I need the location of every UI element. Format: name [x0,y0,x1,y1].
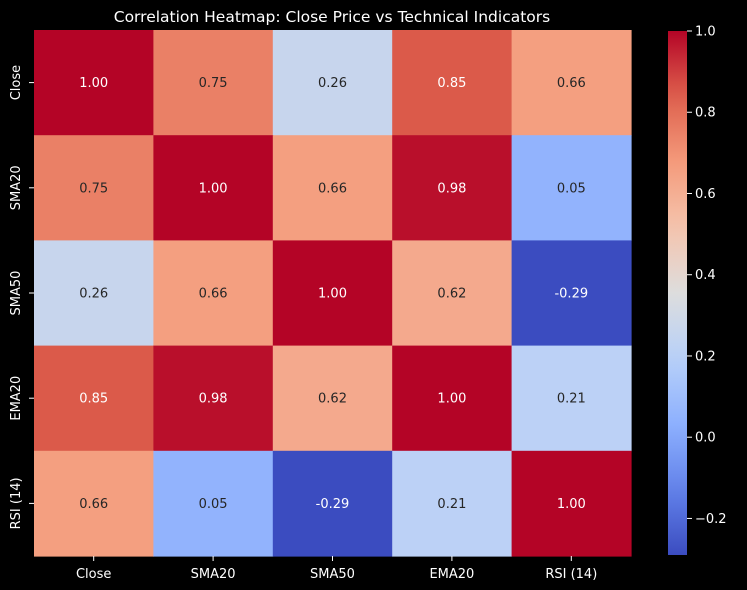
cell-value-label: 0.05 [199,497,228,512]
heatmap-cell [511,30,632,136]
cell-value-label: 0.26 [318,76,347,91]
cell-value-label: 0.21 [437,497,466,512]
cell-value-label: 0.98 [199,392,228,407]
cell-value-label: 0.66 [557,76,586,91]
cell-value-label: 0.62 [437,287,466,302]
heatmap-cell [511,240,632,347]
cell-value-label: 0.85 [437,76,466,91]
cell-value-label: -0.29 [554,287,588,302]
heatmap-cell [272,135,393,241]
heatmap-cell [34,450,154,557]
colorbar-tick-label: 0.6 [695,187,716,202]
cell-value-label: 0.21 [557,392,586,407]
heatmap-cell [392,345,513,452]
heatmap-cell [34,135,154,241]
cell-value-label: 0.66 [318,181,347,196]
x-tick-label: Close [76,567,111,582]
heatmap-cell [272,240,393,347]
heatmap-cell [392,135,513,241]
x-tick-label: SMA20 [191,567,236,582]
heatmap-cell [34,30,154,136]
heatmap-cell [511,345,632,452]
x-tick-label: SMA50 [310,567,355,582]
cell-value-label: 0.75 [79,181,108,196]
heatmap-cell [34,345,154,452]
colorbar-tick-label: 0.4 [695,268,716,283]
colorbar: 1.0 0.8 0.6 0.4 0.2 0.0 −0.2 [668,25,727,555]
heatmap-cell [153,135,274,241]
cell-value-label: 1.00 [79,76,108,91]
y-tick-label: SMA20 [9,165,24,210]
colorbar-gradient [668,31,687,555]
cell-value-label: 0.85 [79,392,108,407]
heatmap-cell [153,450,274,557]
heatmap-cell [511,135,632,241]
heatmap-cell [272,345,393,452]
cell-value-label: 1.00 [437,392,466,407]
heatmap-cell [272,30,393,136]
cell-value-label: 0.26 [79,287,108,302]
y-tick-label: EMA20 [9,376,24,421]
y-tick-label: SMA50 [9,271,24,316]
heatmap-cell [153,240,274,347]
colorbar-tick-label: −0.2 [695,512,727,527]
x-axis: Close SMA20 SMA50 EMA20 RSI (14) [76,556,597,582]
colorbar-tick-label: 0.8 [695,106,716,121]
y-axis: Close SMA20 SMA50 EMA20 RSI (14) [9,65,34,529]
heatmap-cells: 1.00 0.75 0.26 0.85 0.66 0.75 1.00 0.66 0.98 0.05… [34,30,632,557]
cell-value-label: 1.00 [318,287,347,302]
cell-value-label: 0.75 [199,76,228,91]
cell-value-label: 1.00 [199,181,228,196]
heatmap-cell [34,240,154,347]
colorbar-tick-label: 0.0 [695,431,716,446]
heatmap-cell [392,450,513,557]
y-tick-label: Close [9,65,24,100]
heatmap-cell [153,345,274,452]
heatmap-cell [392,30,513,136]
x-tick-label: EMA20 [429,567,474,582]
heatmap-cell [272,450,393,557]
cell-value-label: 0.98 [437,181,466,196]
cell-value-label: 0.05 [557,181,586,196]
heatmap-cell [511,450,632,557]
heatmap-cell [392,240,513,347]
colorbar-tick-label: 1.0 [695,25,716,40]
chart-title: Correlation Heatmap: Close Price vs Tech… [114,8,550,26]
x-tick-label: RSI (14) [545,567,597,582]
cell-value-label: 0.62 [318,392,347,407]
y-tick-label: RSI (14) [9,477,24,529]
colorbar-tick-label: 0.2 [695,349,716,364]
cell-value-label: 0.66 [199,287,228,302]
heatmap-cell [153,30,274,136]
cell-value-label: 0.66 [79,497,108,512]
cell-value-label: 1.00 [557,497,586,512]
cell-value-label: -0.29 [316,497,350,512]
